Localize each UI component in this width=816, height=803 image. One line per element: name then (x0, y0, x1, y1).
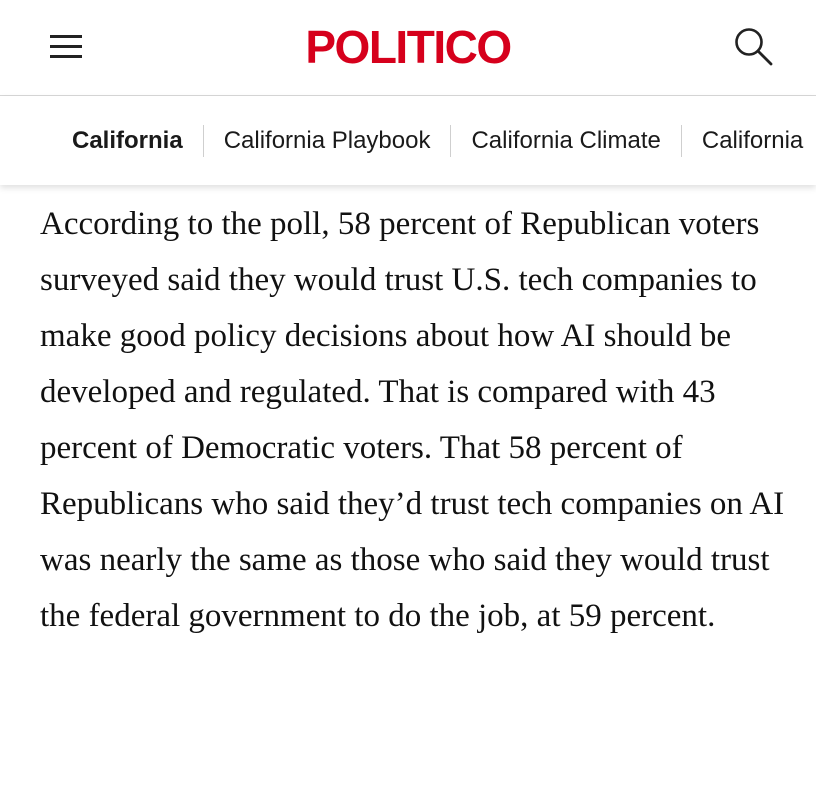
menu-line (50, 45, 82, 48)
nav-item-california-playbook[interactable]: California Playbook (223, 126, 431, 154)
hamburger-menu-icon[interactable] (50, 33, 84, 61)
search-icon[interactable] (733, 26, 775, 68)
search-icon-svg (735, 28, 773, 66)
article-paragraph: According to the poll, 58 percent of Rep… (40, 206, 785, 634)
section-nav: California California Playbook Californi… (0, 96, 816, 185)
politico-logo[interactable]: POLITICO (0, 20, 816, 74)
nav-item-california[interactable]: California (72, 126, 183, 154)
nav-item-california-climate[interactable]: California Climate (471, 126, 661, 154)
menu-line (50, 35, 82, 38)
nav-divider (202, 124, 204, 157)
nav-divider (680, 124, 682, 157)
top-header: POLITICO (0, 0, 816, 96)
section-nav-items: California California Playbook Californi… (0, 96, 816, 185)
logo-text: POLITICO (305, 21, 512, 73)
menu-line (50, 55, 82, 58)
nav-divider (450, 124, 452, 157)
nav-item-california-more[interactable]: California (701, 126, 804, 154)
